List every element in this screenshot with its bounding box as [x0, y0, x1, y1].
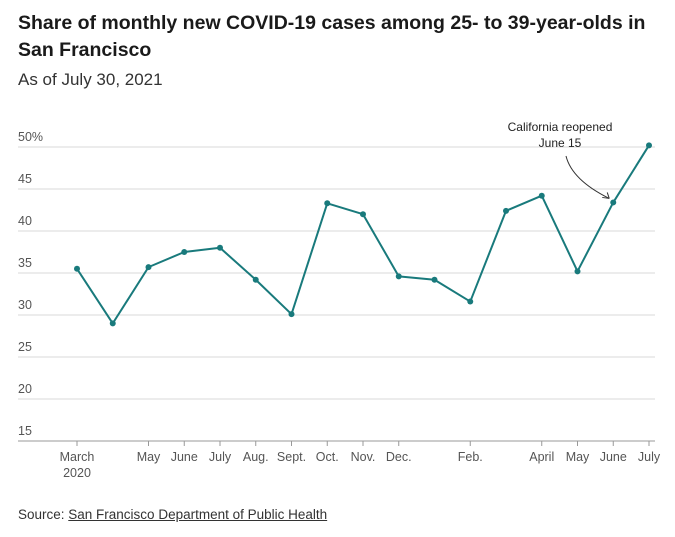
series-line-group	[74, 142, 652, 327]
y-tick-label: 30	[18, 298, 32, 312]
annotation-text: June 15	[539, 136, 582, 150]
data-point[interactable]	[288, 311, 295, 318]
y-tick-label: 35	[18, 256, 32, 270]
source-link[interactable]: San Francisco Department of Public Healt…	[68, 507, 328, 522]
x-tick-label: July	[209, 450, 232, 464]
line-chart: 50% 45 40 35 30 25 20 15 March 2020 May June July Au…	[18, 120, 661, 480]
annotation-group: California reopened June 15	[508, 120, 613, 199]
x-tick-label: June	[600, 450, 627, 464]
x-tick-label: June	[171, 450, 198, 464]
source-note: Source: San Francisco Department of Publ…	[18, 507, 327, 522]
chart-subtitle: As of July 30, 2021	[18, 70, 163, 89]
y-tick-label: 45	[18, 172, 32, 186]
data-point[interactable]	[610, 199, 617, 206]
y-tick-label: 15	[18, 424, 32, 438]
data-point[interactable]	[145, 264, 152, 271]
source-prefix: Source:	[18, 507, 69, 522]
data-point[interactable]	[431, 276, 438, 283]
data-point[interactable]	[574, 268, 581, 275]
data-point[interactable]	[181, 249, 188, 255]
x-tick-label: July	[638, 450, 661, 464]
gridlines	[18, 146, 655, 442]
data-point[interactable]	[503, 207, 509, 214]
x-tick-label: Dec.	[386, 450, 412, 464]
x-tick-label: March	[60, 450, 95, 464]
x-tick-label: Sept.	[277, 450, 306, 464]
annotation-arrow	[565, 155, 610, 199]
data-point[interactable]	[360, 211, 366, 218]
y-tick-label: 25	[18, 340, 32, 354]
annotation-text: California reopened	[508, 120, 613, 134]
x-tick-label: April	[529, 450, 554, 464]
data-point[interactable]	[217, 244, 223, 251]
y-tick-label: 50%	[18, 130, 43, 144]
x-tick-label: Aug.	[243, 450, 269, 464]
x-tick-label: May	[137, 450, 161, 464]
x-tick-label: Oct.	[316, 450, 339, 464]
y-tick-label: 20	[18, 382, 32, 396]
x-tick-label: Feb.	[458, 450, 483, 464]
y-axis-labels: 50% 45 40 35 30 25 20 15	[18, 130, 43, 438]
y-tick-label: 40	[18, 214, 32, 228]
data-point[interactable]	[324, 200, 331, 207]
chart-title: Share of monthly new COVID-19 cases amon…	[18, 12, 646, 61]
data-point[interactable]	[467, 298, 474, 305]
data-point[interactable]	[538, 192, 545, 199]
x-tick-sublabel: 2020	[63, 466, 91, 480]
x-tick-label: May	[566, 450, 590, 464]
data-point[interactable]	[252, 276, 259, 283]
data-point[interactable]	[74, 265, 80, 272]
x-axis: March 2020 May June July Aug. Sept. Oct. Nov. Dec…	[60, 441, 661, 480]
annotation-arrowhead	[602, 192, 610, 199]
data-point[interactable]	[109, 320, 116, 327]
series-line	[76, 144, 650, 325]
x-tick-label: Nov.	[351, 450, 376, 464]
data-point[interactable]	[646, 142, 652, 149]
data-point[interactable]	[395, 273, 402, 280]
